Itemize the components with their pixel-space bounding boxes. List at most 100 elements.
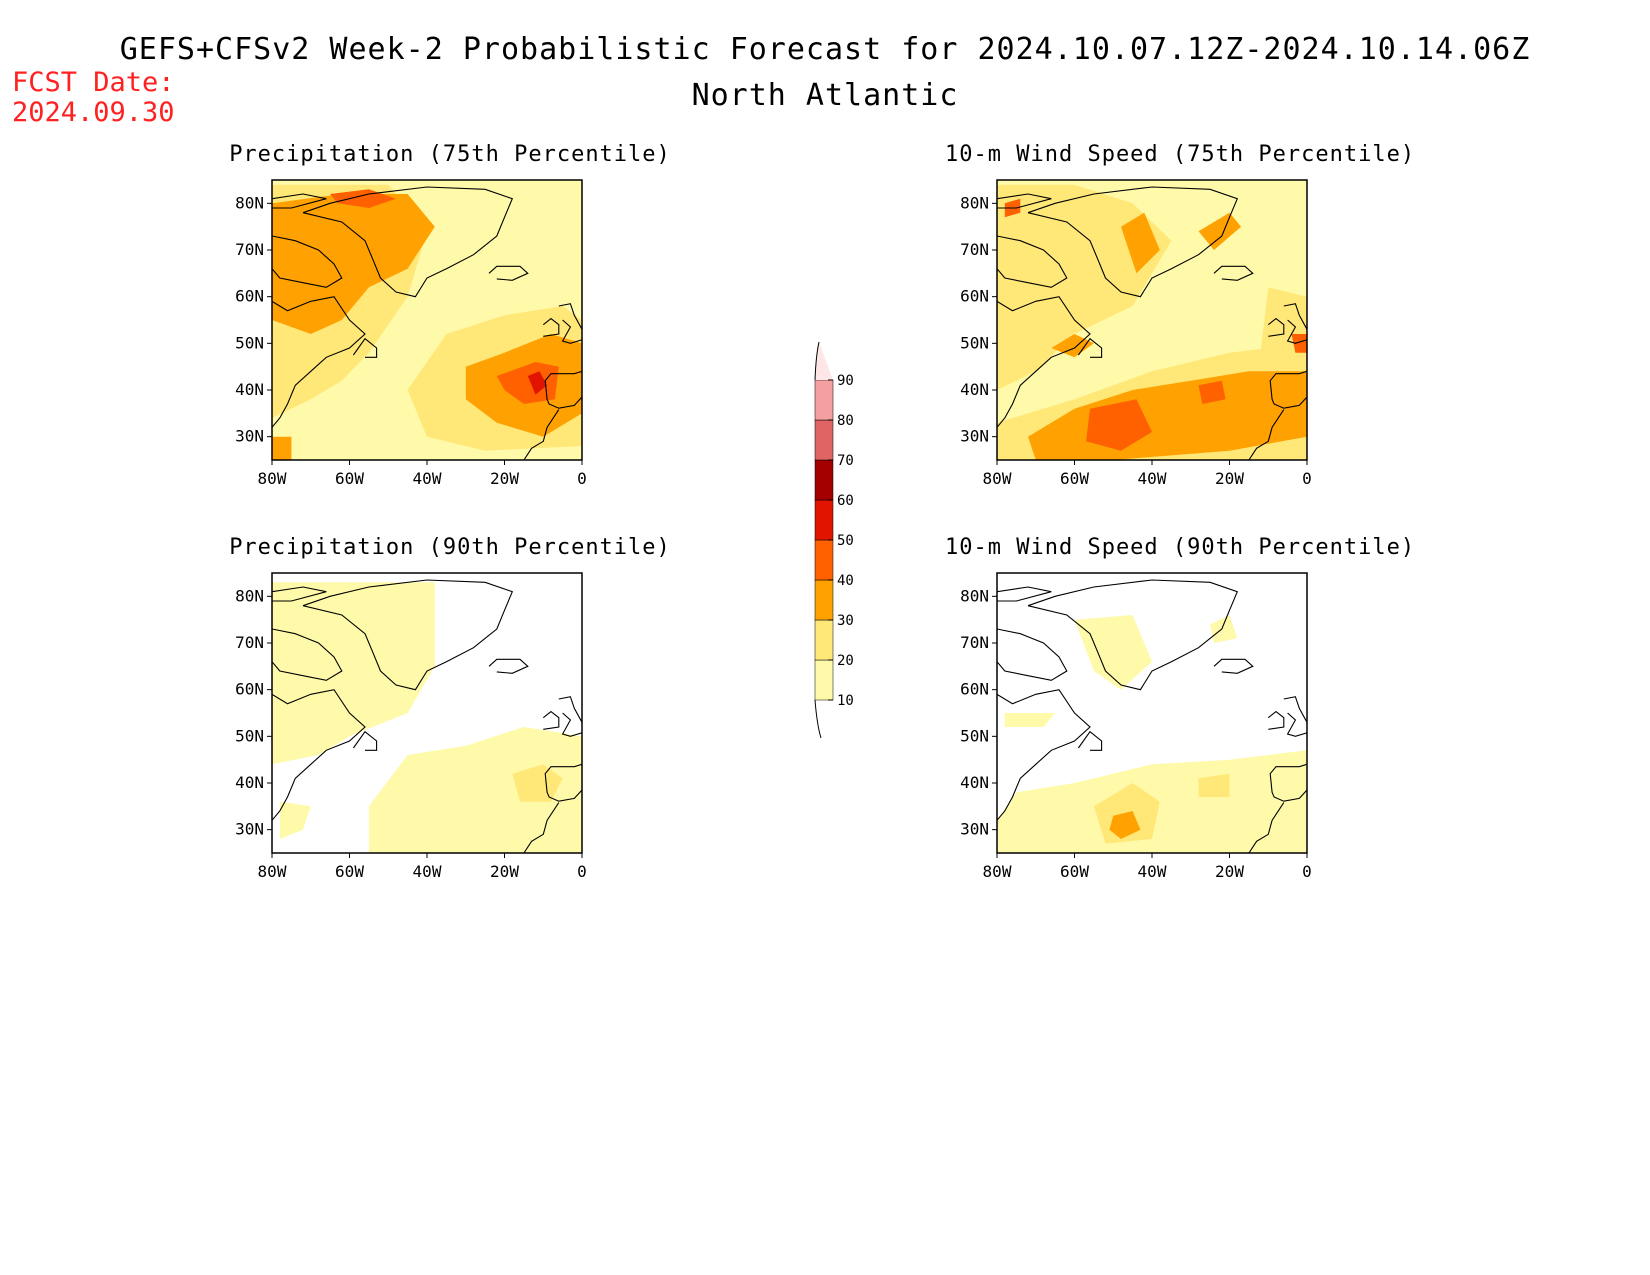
coastline [1248, 409, 1285, 460]
probability-shade [279, 801, 311, 839]
coastline [1077, 730, 1103, 751]
lat-tick-label: 30N [235, 427, 264, 446]
lat-tick-label: 30N [960, 427, 989, 446]
probability-shade [1004, 713, 1056, 727]
lat-tick-label: 70N [960, 633, 989, 652]
lat-tick-label: 70N [960, 240, 989, 259]
forecast-date-label: FCST Date: [12, 67, 175, 98]
coastline [1267, 317, 1285, 337]
coastline [544, 763, 582, 802]
lat-tick-label: 80N [960, 193, 989, 212]
forecast-date-value: 2024.09.30 [12, 97, 175, 128]
colorbar-swatch [814, 579, 834, 621]
probability-shade [272, 194, 435, 334]
colorbar-swatch [814, 379, 834, 421]
coastline [997, 628, 1068, 681]
coastline [488, 265, 529, 281]
coastline [302, 579, 514, 691]
colorbar-swatch [814, 619, 834, 661]
coastlines [272, 579, 582, 853]
probability-shade [1210, 615, 1238, 643]
probability-shade [1086, 399, 1152, 451]
map-title: GEFS+CFSv2 Week-2 Probabilistic Forecast… [119, 32, 1531, 67]
probability-shade [368, 727, 582, 853]
lon-tick-label: 20W [1215, 862, 1244, 881]
coastline [1283, 303, 1307, 344]
coastline [542, 317, 560, 337]
lat-tick-label: 60N [235, 287, 264, 306]
coastline [542, 710, 560, 730]
lon-tick-label: 60W [335, 862, 364, 881]
coastline [1027, 186, 1239, 298]
coastline [997, 586, 1052, 602]
coastline [302, 186, 514, 298]
coastline [1077, 337, 1103, 358]
lon-tick-label: 0 [577, 469, 587, 488]
coastline [1283, 696, 1307, 737]
panel-wind-90: 10-m Wind Speed (90th Percentile) 80N 70N… [945, 535, 1416, 935]
lat-tick-label: 70N [235, 240, 264, 259]
coastline [272, 628, 343, 681]
colorbar-label: 90 [837, 373, 854, 389]
colorbar-label: 80 [837, 413, 854, 429]
coastline [272, 586, 327, 602]
coastline [997, 235, 1068, 288]
coastline [1213, 265, 1254, 281]
colorbar-swatch [814, 499, 834, 541]
panel-title: 10-m Wind Speed (75th Percentile) [945, 142, 1416, 167]
lon-tick-label: 80W [258, 862, 287, 881]
coastline [544, 370, 582, 409]
colorbar-label: 40 [837, 573, 854, 589]
lat-tick-label: 60N [235, 680, 264, 699]
lat-tick-label: 80N [235, 193, 264, 212]
coastline [272, 235, 343, 288]
coastline [1267, 710, 1285, 730]
panel-wind-75: 10-m Wind Speed (75th Percentile) 80N 70N… [945, 142, 1416, 542]
forecast-date: FCST Date: 2024.09.30 [12, 68, 175, 128]
lat-tick-label: 80N [960, 586, 989, 605]
colorbar-label: 50 [837, 533, 854, 549]
colorbar-swatch [814, 419, 834, 461]
coastline [272, 689, 366, 821]
probability-shade [1198, 773, 1230, 797]
colorbar: 10 20 30 40 50 60 70 80 90 [814, 341, 854, 739]
coastline [488, 658, 529, 674]
lon-tick-label: 20W [490, 469, 519, 488]
lon-tick-label: 0 [1302, 862, 1312, 881]
coastline [1027, 579, 1239, 691]
panel-title: Precipitation (75th Percentile) [229, 142, 671, 167]
probability-shade [1121, 212, 1160, 274]
coastline [997, 296, 1091, 428]
lat-tick-label: 30N [235, 820, 264, 839]
coastline [523, 802, 560, 853]
coastlines [997, 186, 1307, 460]
colorbar-label: 70 [837, 453, 854, 469]
colorbar-swatch [814, 659, 834, 701]
lon-tick-label: 80W [983, 862, 1012, 881]
lat-tick-label: 60N [960, 287, 989, 306]
colorbar-extension [815, 342, 833, 380]
probability-shade [1109, 811, 1141, 839]
panel-precip-75: Precipitation (75th Percentile) 80N 70N 60… [220, 142, 680, 542]
lat-tick-label: 80N [235, 586, 264, 605]
lon-tick-label: 20W [490, 862, 519, 881]
coastline [1213, 658, 1254, 674]
lon-tick-label: 40W [413, 862, 442, 881]
coastline [523, 409, 560, 460]
map-precip-75: 80N 70N 60N 50N 40N 30N 80W 60W 40W 20W 0 [235, 179, 587, 488]
probability-shade [1291, 334, 1307, 353]
panel-title: Precipitation (90th Percentile) [229, 535, 671, 560]
coastline [558, 696, 582, 737]
lat-tick-label: 60N [960, 680, 989, 699]
panel-precip-90: Precipitation (90th Percentile) 80N 70N 60… [220, 535, 680, 935]
coastline [272, 296, 366, 428]
map-subtitle: North Atlantic [691, 78, 959, 113]
coastline [558, 303, 582, 344]
probability-shade [512, 764, 563, 802]
probability-shade [272, 582, 435, 765]
panel-title: 10-m Wind Speed (90th Percentile) [945, 535, 1416, 560]
colorbar-label: 30 [837, 613, 854, 629]
probability-shade [527, 371, 548, 395]
coastline [1269, 370, 1307, 409]
coastline [997, 689, 1091, 821]
